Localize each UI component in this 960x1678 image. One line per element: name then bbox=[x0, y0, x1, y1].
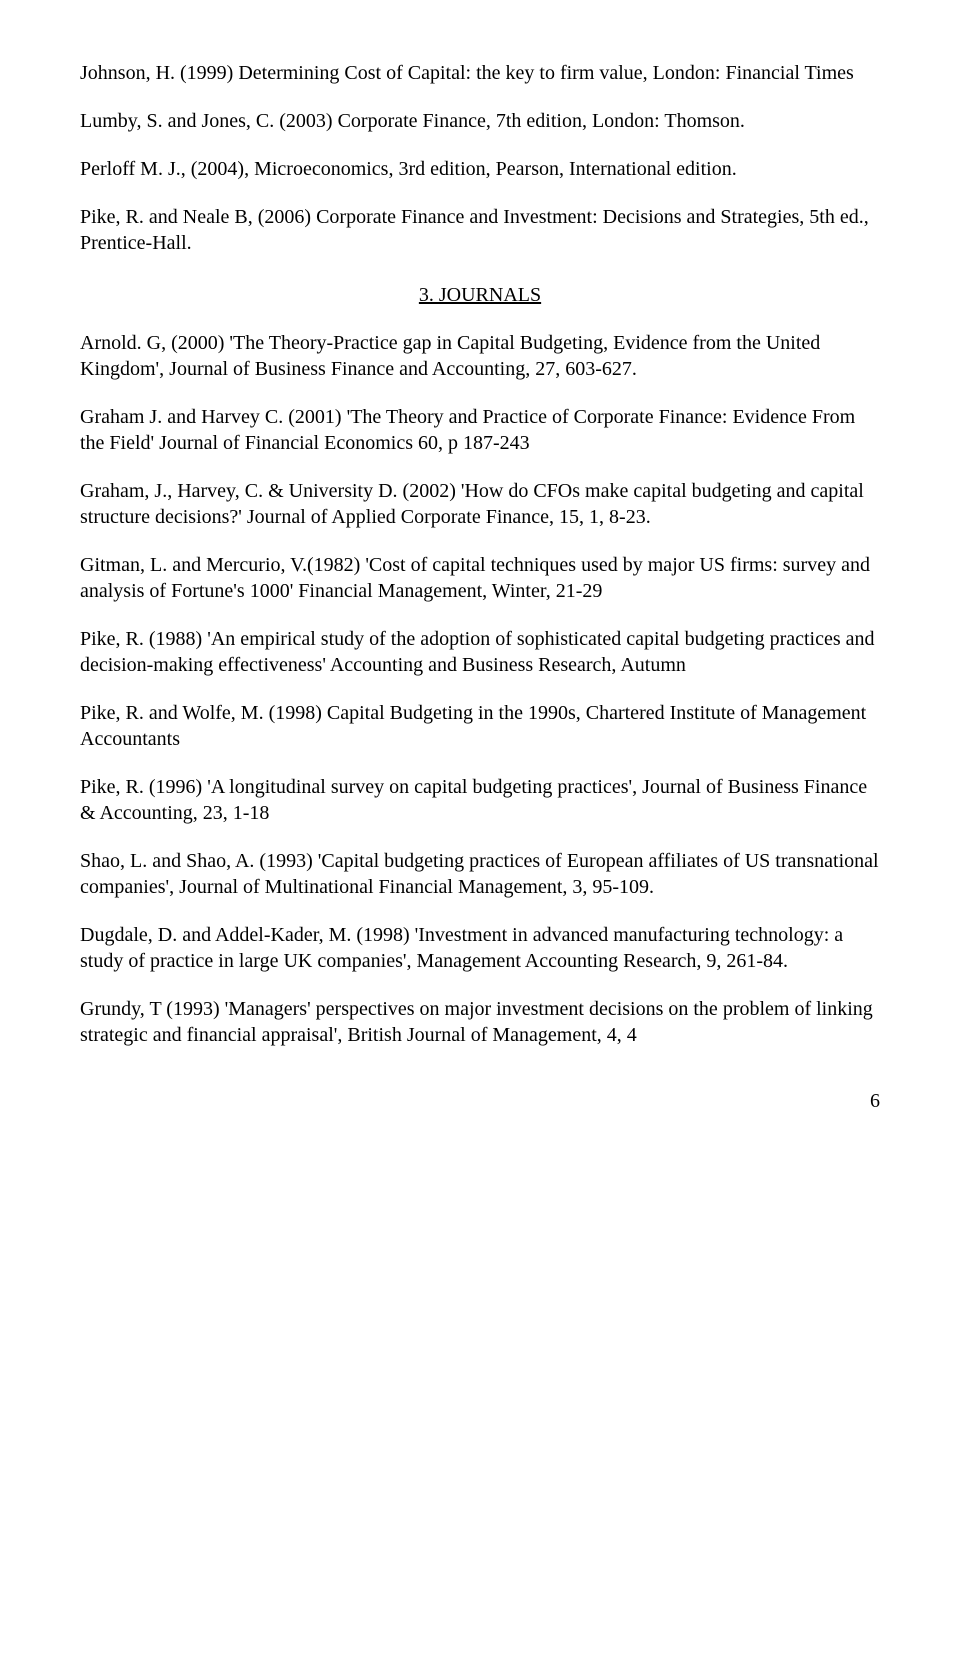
journal-graham-harvey-university: Graham, J., Harvey, C. & University D. (… bbox=[80, 478, 880, 530]
reference-lumby: Lumby, S. and Jones, C. (2003) Corporate… bbox=[80, 108, 880, 134]
journal-pike-1996: Pike, R. (1996) 'A longitudinal survey o… bbox=[80, 774, 880, 826]
page-number: 6 bbox=[80, 1088, 880, 1114]
reference-johnson: Johnson, H. (1999) Determining Cost of C… bbox=[80, 60, 880, 86]
journal-dugdale: Dugdale, D. and Addel-Kader, M. (1998) '… bbox=[80, 922, 880, 974]
reference-perloff: Perloff M. J., (2004), Microeconomics, 3… bbox=[80, 156, 880, 182]
journal-gitman: Gitman, L. and Mercurio, V.(1982) 'Cost … bbox=[80, 552, 880, 604]
journal-grundy: Grundy, T (1993) 'Managers' perspectives… bbox=[80, 996, 880, 1048]
journal-arnold: Arnold. G, (2000) 'The Theory-Practice g… bbox=[80, 330, 880, 382]
journal-pike-1988: Pike, R. (1988) 'An empirical study of t… bbox=[80, 626, 880, 678]
journal-pike-wolfe: Pike, R. and Wolfe, M. (1998) Capital Bu… bbox=[80, 700, 880, 752]
reference-pike-neale: Pike, R. and Neale B, (2006) Corporate F… bbox=[80, 204, 880, 256]
section-heading-journals: 3. JOURNALS bbox=[80, 282, 880, 308]
journal-graham-harvey: Graham J. and Harvey C. (2001) 'The Theo… bbox=[80, 404, 880, 456]
journal-shao: Shao, L. and Shao, A. (1993) 'Capital bu… bbox=[80, 848, 880, 900]
